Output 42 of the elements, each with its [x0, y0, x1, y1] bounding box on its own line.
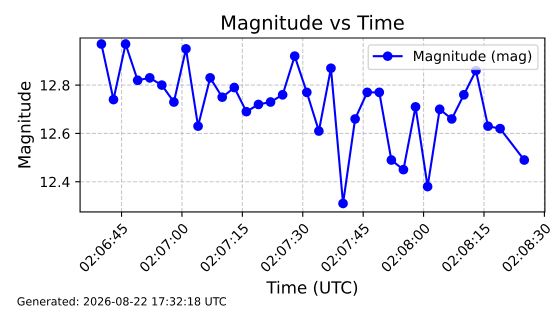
point [410, 102, 420, 112]
point [120, 39, 130, 49]
point [193, 121, 203, 132]
point [229, 82, 240, 92]
point [314, 126, 324, 136]
y-axis-title: Magnitude [18, 82, 34, 168]
chart-title: Magnitude vs Time [222, 14, 404, 34]
point [156, 80, 167, 90]
point [338, 198, 348, 208]
point [386, 155, 396, 165]
text: Generated: 2026-08-22 17:32:18 UTC [17, 296, 226, 306]
point [266, 97, 276, 107]
point [446, 114, 457, 124]
y-tick-label: 12.8 [40, 80, 70, 91]
point [326, 63, 336, 74]
point [254, 100, 264, 110]
point [483, 121, 493, 132]
point [434, 104, 445, 114]
point [458, 90, 469, 100]
point [302, 87, 312, 98]
point [144, 72, 155, 83]
point [350, 114, 360, 124]
point [217, 92, 228, 102]
point [278, 90, 288, 100]
point [169, 97, 179, 107]
point [398, 164, 408, 175]
point [519, 155, 530, 165]
point [205, 72, 215, 83]
point [362, 87, 372, 98]
point [290, 51, 300, 61]
point [495, 124, 505, 134]
point [108, 94, 118, 104]
point [96, 39, 106, 49]
point [181, 44, 191, 54]
legend-label: Magnitude (mag) [414, 50, 532, 64]
y-tick-label: 12.4 [40, 176, 70, 188]
point [374, 87, 384, 98]
point [422, 182, 432, 192]
point [242, 106, 252, 117]
y-tick-label: 12.6 [40, 128, 70, 139]
point [132, 75, 143, 86]
x-axis-title: Time (UTC) [266, 280, 358, 296]
